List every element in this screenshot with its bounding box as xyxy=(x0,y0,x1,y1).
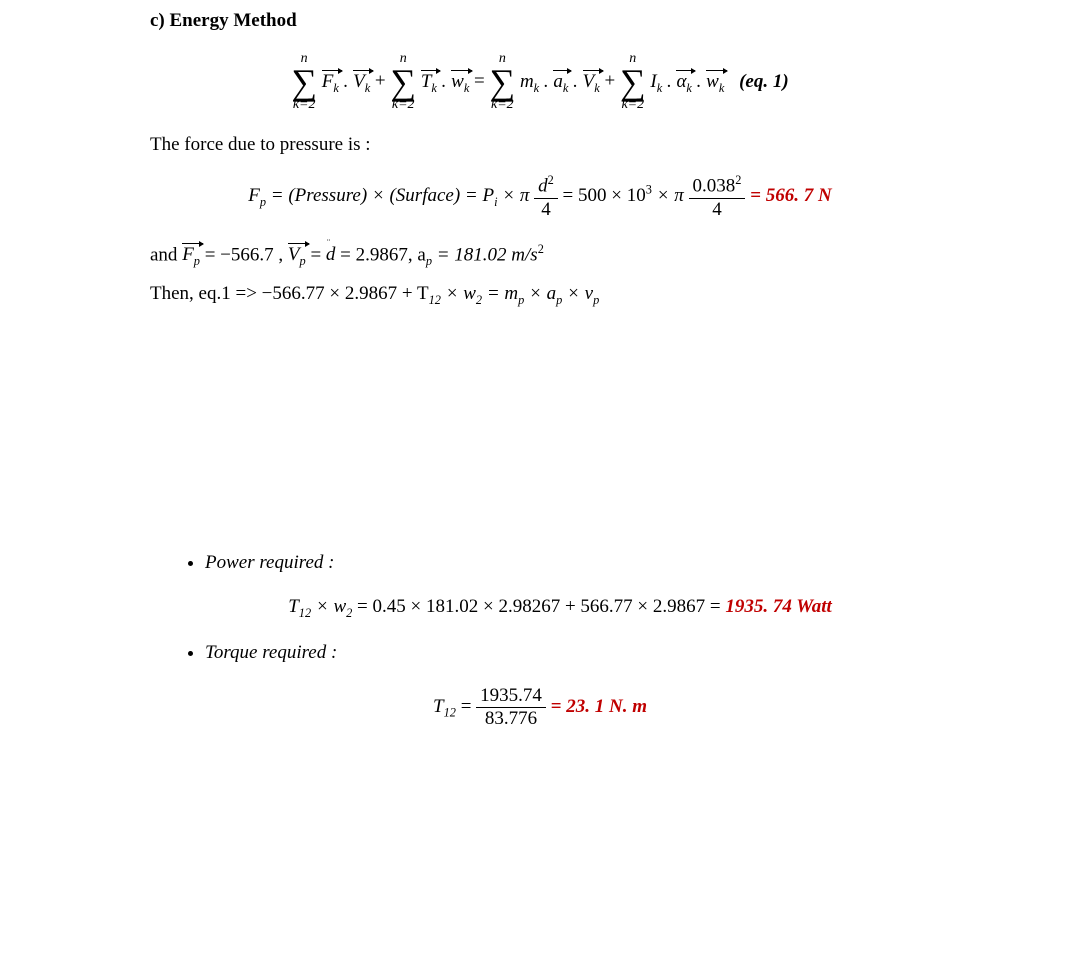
equation-1: n ∑ k=2 Fk . Vk + n ∑ k=2 Tk . wk = n ∑ … xyxy=(150,52,930,112)
eq-tag: (eq. 1) xyxy=(739,71,789,92)
torque-equation: T12 = 1935.74 83.776 = 23. 1 N. m xyxy=(150,686,930,729)
power-equation: T12 × w2 = 0.45 × 181.02 × 2.98267 + 566… xyxy=(190,596,930,621)
section-heading: c) Energy Method xyxy=(150,10,930,32)
sigma-4: n ∑ k=2 xyxy=(620,52,646,112)
fp-result: = 566. 7 N xyxy=(750,185,832,206)
fp-equation: Fp = (Pressure) × (Surface) = Pi × π d2 … xyxy=(150,174,930,219)
then-line: Then, eq.1 => −566.77 × 2.9867 + T12 × w… xyxy=(150,283,930,308)
bullet-torque: Torque required : xyxy=(205,642,930,664)
pressure-intro: The force due to pressure is : xyxy=(150,134,930,156)
bullet-power: Power required : xyxy=(205,552,930,574)
bullets-2: Torque required : xyxy=(150,642,930,664)
and-line: and Fp = −566.7 , Vp = d¨ = 2.9867, ap =… xyxy=(150,242,930,269)
sigma-3: n ∑ k=2 xyxy=(490,52,516,112)
sigma-1: n ∑ k=2 xyxy=(291,52,317,112)
frac-0038-4: 0.0382 4 xyxy=(689,174,746,219)
sigma-2: n ∑ k=2 xyxy=(390,52,416,112)
torque-frac: 1935.74 83.776 xyxy=(476,686,546,729)
power-result: 1935. 74 Watt xyxy=(725,596,831,617)
bullets: Power required : xyxy=(150,552,930,574)
torque-result: = 23. 1 N. m xyxy=(551,696,647,717)
frac-d2-4: d2 4 xyxy=(534,174,558,219)
